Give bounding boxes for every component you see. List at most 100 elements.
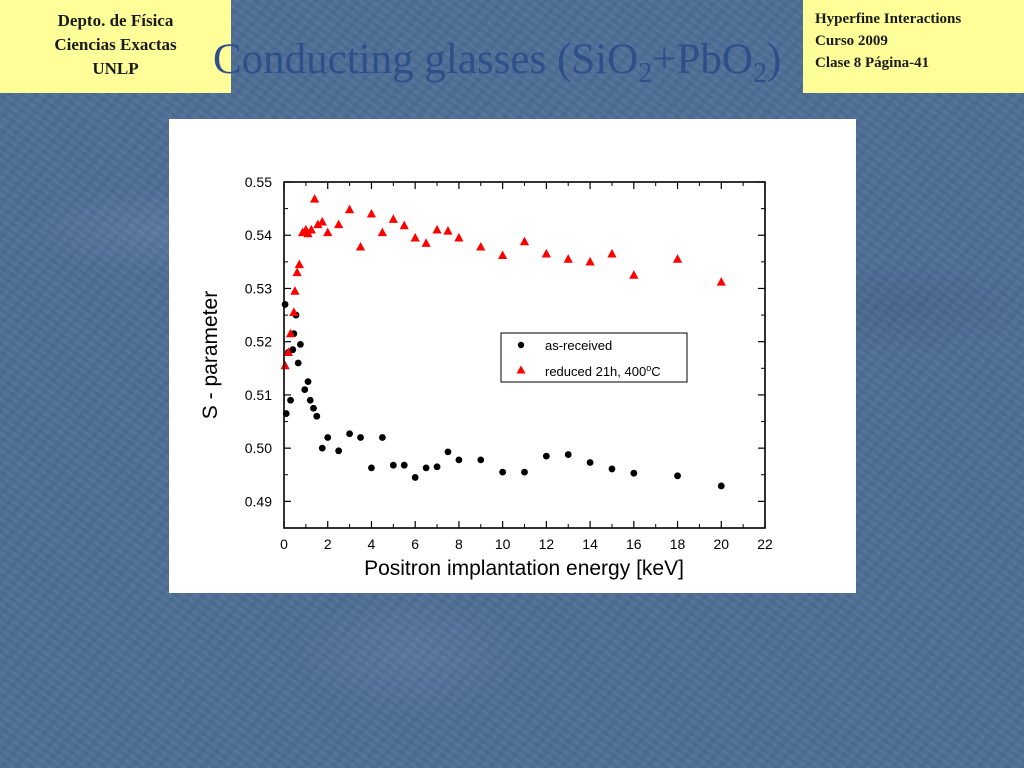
data-point-reduced [310, 194, 320, 203]
data-point-reduced [454, 232, 464, 242]
title-suffix: ) [766, 36, 782, 83]
course-line-3: Clase 8 Página-41 [815, 55, 930, 71]
x-tick-label: 22 [757, 536, 773, 552]
x-axis-title: Positron implantation energy [keV] [364, 557, 684, 580]
slide-title: Conducting glasses (SiO2+PbO2) [213, 34, 782, 89]
data-point-reduced [313, 219, 323, 229]
data-point-reduced [283, 347, 293, 356]
data-point-as-received [477, 456, 485, 464]
data-point-as-received [674, 472, 681, 480]
data-point-as-received [433, 463, 441, 471]
course-info-box: Hyperfine Interactions Curso 2009 Clase … [803, 0, 1024, 93]
data-point-as-received [368, 464, 375, 472]
data-point-reduced [306, 224, 316, 234]
data-point-as-received [389, 461, 397, 469]
data-point-reduced [432, 224, 442, 234]
scatter-chart: 0 2 4 6 8 10 12 14 16 18 20 22 0.49 0.50 0.51 0.52 0.53 0… [199, 174, 773, 580]
data-point-reduced [563, 254, 573, 263]
department-line-2: Ciencias Exactas [54, 35, 177, 54]
data-point-as-received [294, 359, 302, 367]
data-point-as-received [542, 452, 550, 460]
data-point-as-received [324, 434, 332, 441]
department-line-3: UNLP [92, 59, 139, 78]
data-point-as-received [289, 346, 297, 354]
course-line-1: Hyperfine Interactions [815, 11, 962, 27]
data-point-as-received [586, 459, 594, 466]
data-point-as-received [455, 456, 463, 464]
y-axis-title: S - parameter [199, 291, 222, 419]
legend-label-reduced-unit: C [651, 364, 660, 379]
data-point-reduced [292, 267, 302, 277]
y-tick-label: 0.54 [245, 227, 272, 243]
data-point-as-received [521, 468, 528, 476]
y-tick-label: 0.51 [245, 387, 272, 403]
legend-box [500, 332, 688, 383]
x-tick-label: 12 [539, 536, 555, 552]
y-tick-label: 0.50 [245, 440, 272, 456]
plot-frame [283, 181, 766, 529]
data-point-reduced [280, 360, 290, 370]
data-point-as-received [630, 469, 638, 477]
data-point-reduced [672, 254, 683, 263]
y-tick-label: 0.52 [245, 334, 272, 350]
department-line-1: Depto. de Física [57, 11, 174, 30]
x-tick-label: 20 [713, 536, 729, 552]
legend-label-as-received: as-received [545, 338, 612, 353]
plot-panel: 0 2 4 6 8 10 12 14 16 18 20 22 0.49 0.50 0.51 0.52 0.53 0… [169, 119, 856, 593]
x-tick-label: 10 [495, 536, 511, 552]
title-subscript-2: 2 [752, 58, 767, 89]
x-tick-label: 16 [626, 536, 642, 552]
data-point-as-received [378, 434, 386, 441]
data-point-reduced [399, 220, 409, 230]
data-point-as-received [281, 301, 289, 308]
data-point-as-received [717, 482, 725, 490]
data-point-reduced [294, 259, 304, 269]
y-tick-label: 0.55 [245, 174, 272, 190]
data-point-as-received [608, 465, 616, 473]
data-point-reduced [498, 250, 508, 260]
data-point-as-received [310, 404, 317, 412]
data-point-as-received [335, 447, 343, 455]
data-point-as-received [318, 444, 326, 452]
data-point-as-received [444, 448, 452, 456]
legend-label-reduced: reduced 21h, 400oC [545, 363, 661, 379]
data-point-reduced [519, 236, 530, 246]
data-point-as-received [411, 474, 419, 481]
x-tick-label: 6 [411, 536, 419, 552]
x-tick-label: 18 [670, 536, 686, 552]
data-point-reduced [323, 227, 333, 237]
legend-label-reduced-main: reduced 21h, 400 [545, 364, 646, 379]
y-tick-label: 0.53 [245, 280, 272, 296]
title-subscript-1: 2 [638, 58, 653, 89]
data-point-as-received [400, 461, 408, 469]
data-point-reduced [443, 225, 453, 235]
x-tick-label: 4 [368, 536, 376, 552]
x-tick-label: 2 [324, 536, 332, 552]
data-point-as-received [499, 468, 507, 476]
data-point-reduced [716, 277, 726, 286]
data-point-reduced [344, 204, 355, 214]
data-point-reduced [607, 248, 617, 258]
data-point-as-received [301, 386, 309, 393]
data-point-as-received [304, 378, 312, 386]
data-point-as-received [287, 396, 294, 404]
data-point-reduced [366, 208, 377, 218]
data-point-reduced [421, 238, 431, 247]
x-tick-label: 8 [455, 536, 463, 552]
data-point-as-received [346, 430, 353, 438]
data-point-as-received [313, 412, 321, 420]
data-point-reduced [285, 328, 296, 338]
x-tick-label: 14 [582, 536, 598, 552]
data-point-as-received [357, 434, 364, 441]
data-point-reduced [585, 256, 595, 266]
title-prefix: Conducting glasses (SiO [213, 36, 639, 83]
data-point-reduced [334, 219, 344, 229]
legend-marker-as-received [517, 341, 525, 349]
legend-label-reduced-degree: o [646, 363, 651, 373]
data-point-reduced [388, 214, 398, 223]
data-point-as-received [306, 396, 314, 404]
data-point-reduced [317, 216, 327, 226]
data-point-reduced [377, 227, 387, 237]
data-point-as-received [564, 451, 572, 458]
data-point-reduced [410, 232, 420, 242]
